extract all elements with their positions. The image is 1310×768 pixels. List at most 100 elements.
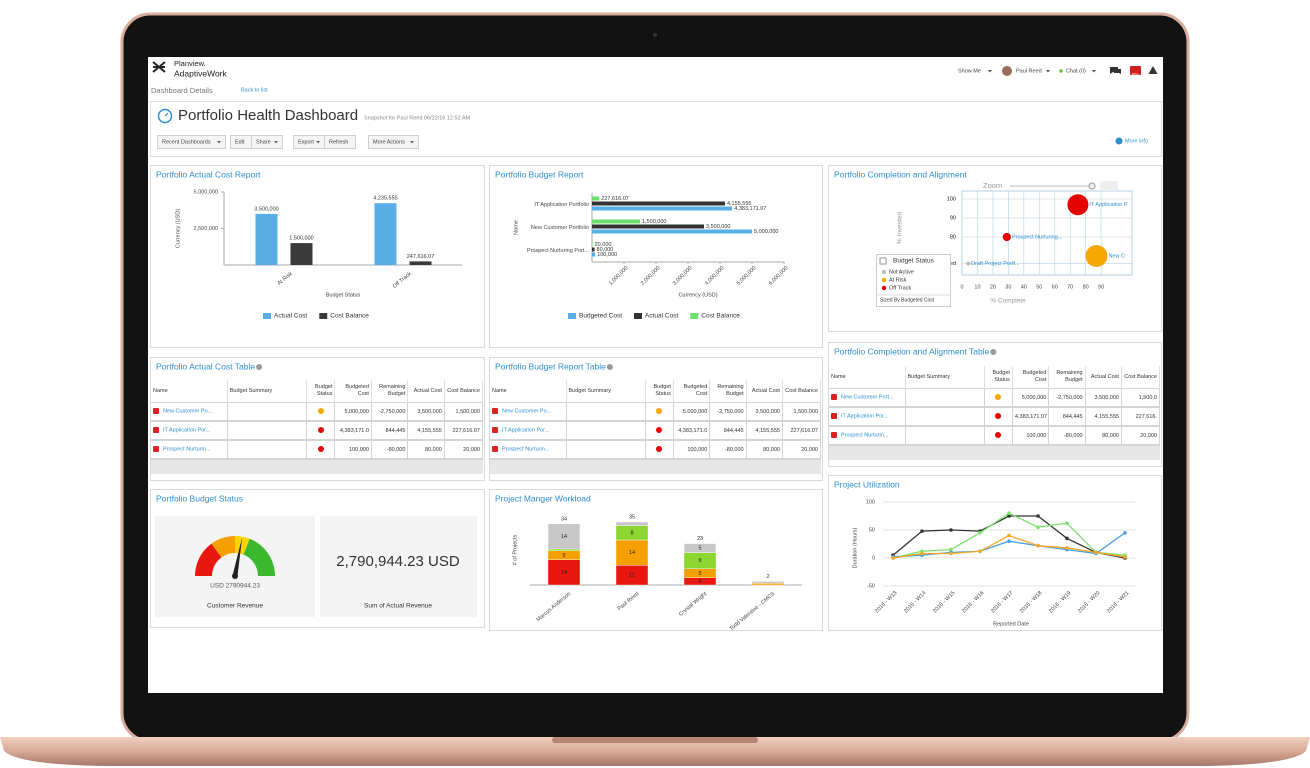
- value-label: 227,616.07: [601, 196, 629, 202]
- legend-marker: [881, 277, 887, 283]
- toolbar-button-label[interactable]: More Actions: [373, 139, 405, 145]
- value-cell: 20,000: [1121, 425, 1160, 446]
- toolbar-button[interactable]: [368, 135, 419, 149]
- row-name[interactable]: New Customer Po...: [502, 408, 552, 415]
- gauge-band: [235, 536, 250, 555]
- zoom-reset[interactable]: [1100, 181, 1118, 191]
- toolbar-button-label[interactable]: Recent Dashboards: [162, 139, 211, 145]
- row-icon: [831, 394, 837, 401]
- column-header: Budget Status: [306, 380, 336, 403]
- value-cell: 4,155,555: [1085, 406, 1122, 427]
- value-cell: 3,500,000: [1085, 388, 1122, 408]
- row-name[interactable]: Prospect Nurturin...: [163, 446, 211, 453]
- bar-segment: [547, 559, 581, 586]
- column-header: Budget Summary: [566, 380, 646, 403]
- y-axis-label: Currency (USD): [175, 209, 181, 248]
- value-cell: -80,000: [1048, 425, 1086, 446]
- value-cell: 100,000: [1012, 425, 1050, 446]
- value-label: 20,000: [595, 242, 612, 248]
- toolbar-button-label[interactable]: Edit: [235, 139, 245, 145]
- toolbar-button-label[interactable]: Refresh: [329, 139, 348, 145]
- x-axis-label: Reported Date: [993, 621, 1029, 627]
- value-cell: -80,000: [371, 439, 409, 460]
- table-row: IT Application Por... 4,383,171.0 844,445 4…: [151, 420, 483, 441]
- bar: [592, 242, 593, 247]
- gauge-hub: [232, 573, 238, 579]
- chat-icon[interactable]: [1110, 67, 1121, 74]
- row-name[interactable]: IT Application Por...: [163, 427, 211, 434]
- avatar[interactable]: [1002, 66, 1012, 76]
- notification-icon[interactable]: [1130, 66, 1141, 75]
- kpi-caption: Sum of Actual Revenue: [364, 603, 432, 610]
- gauge-band: [243, 538, 275, 576]
- row-name[interactable]: Prospect Nurturin...: [841, 432, 889, 439]
- badge: 99+: [1132, 72, 1140, 77]
- warning-icon[interactable]: [1148, 66, 1158, 74]
- legend-label: Not Active: [889, 269, 914, 275]
- bar: [290, 243, 313, 265]
- legend-swatch: [263, 313, 271, 319]
- toolbar-button[interactable]: [324, 135, 356, 149]
- status-icon: [656, 445, 663, 452]
- caret: [988, 70, 992, 73]
- user-name[interactable]: Paul Reed: [1016, 68, 1042, 74]
- row-name[interactable]: Prospect Nurturin...: [502, 446, 550, 453]
- bubble-label: IT Application P: [1089, 202, 1127, 208]
- value-label: 4,155,555: [727, 201, 751, 207]
- caret: [274, 141, 278, 144]
- value-cell: 4,383,171.07: [1012, 406, 1050, 427]
- bar-segment: [751, 581, 785, 584]
- info-icon: [606, 364, 613, 370]
- legend-toggle[interactable]: [879, 257, 887, 265]
- row-name[interactable]: IT Application Por...: [841, 413, 889, 420]
- line-marker: [1036, 543, 1040, 548]
- bar: [592, 201, 725, 206]
- header-row: Name Budget Summary Budget Status Budgeted …: [490, 380, 821, 403]
- row-name[interactable]: New Customer Po...: [163, 408, 213, 415]
- legend-swatch: [634, 313, 643, 319]
- scroll-strip: [151, 460, 483, 474]
- y-tick-label: 100: [947, 196, 956, 202]
- row-name[interactable]: New Customer Port...: [841, 394, 894, 401]
- dashboard-title: Portfolio Health Dashboard: [178, 107, 358, 124]
- value-cell: 844,445: [1048, 406, 1086, 427]
- table-row: New Customer Po... 5,000,000 -2,750,000 3,5…: [490, 402, 821, 422]
- column-header: Name: [151, 380, 228, 403]
- toolbar-button-label[interactable]: Export: [298, 139, 314, 145]
- status-icon: [656, 407, 663, 414]
- toolbar-button-label[interactable]: Share: [256, 139, 271, 145]
- toolbar-button[interactable]: [157, 135, 226, 149]
- status-icon: [317, 407, 324, 414]
- value-label: 80,000: [597, 247, 614, 253]
- status-icon: [995, 412, 1002, 419]
- zoom-knob[interactable]: [1088, 182, 1096, 190]
- chat[interactable]: Chat (0): [1066, 68, 1086, 74]
- bar-segment: [751, 583, 785, 586]
- row-name[interactable]: IT Application Por...: [502, 427, 550, 434]
- value-cell: -2,750,000: [371, 402, 409, 422]
- bar: [592, 196, 600, 201]
- bar: [255, 213, 278, 265]
- y-tick-label: Prospect Nurturing Port...: [527, 248, 590, 254]
- row-icon: [153, 408, 159, 415]
- menu[interactable]: Show Me: [958, 68, 981, 74]
- total-label: 35: [629, 514, 635, 520]
- legend-label: Cost Balance: [701, 313, 740, 320]
- row-icon: [153, 427, 159, 434]
- widget-title: Portfolio Completion and Alignment Table: [834, 346, 990, 356]
- column-header: Remaining Budget: [709, 380, 747, 403]
- line-marker: [1065, 521, 1069, 526]
- column-header: Budget Status: [984, 366, 1013, 389]
- y-axis-label: Name: [513, 220, 519, 235]
- info-icon[interactable]: [1115, 137, 1123, 145]
- back-link[interactable]: Back to list: [241, 87, 268, 93]
- value-cell: 4,155,555: [407, 420, 445, 441]
- legend-marker: [881, 269, 887, 275]
- status-icon: [317, 445, 324, 452]
- caret: [1092, 70, 1096, 73]
- legend-label: Cost Balance: [330, 313, 369, 320]
- toolbar-button[interactable]: [251, 135, 283, 149]
- more-info[interactable]: More info: [1125, 138, 1148, 144]
